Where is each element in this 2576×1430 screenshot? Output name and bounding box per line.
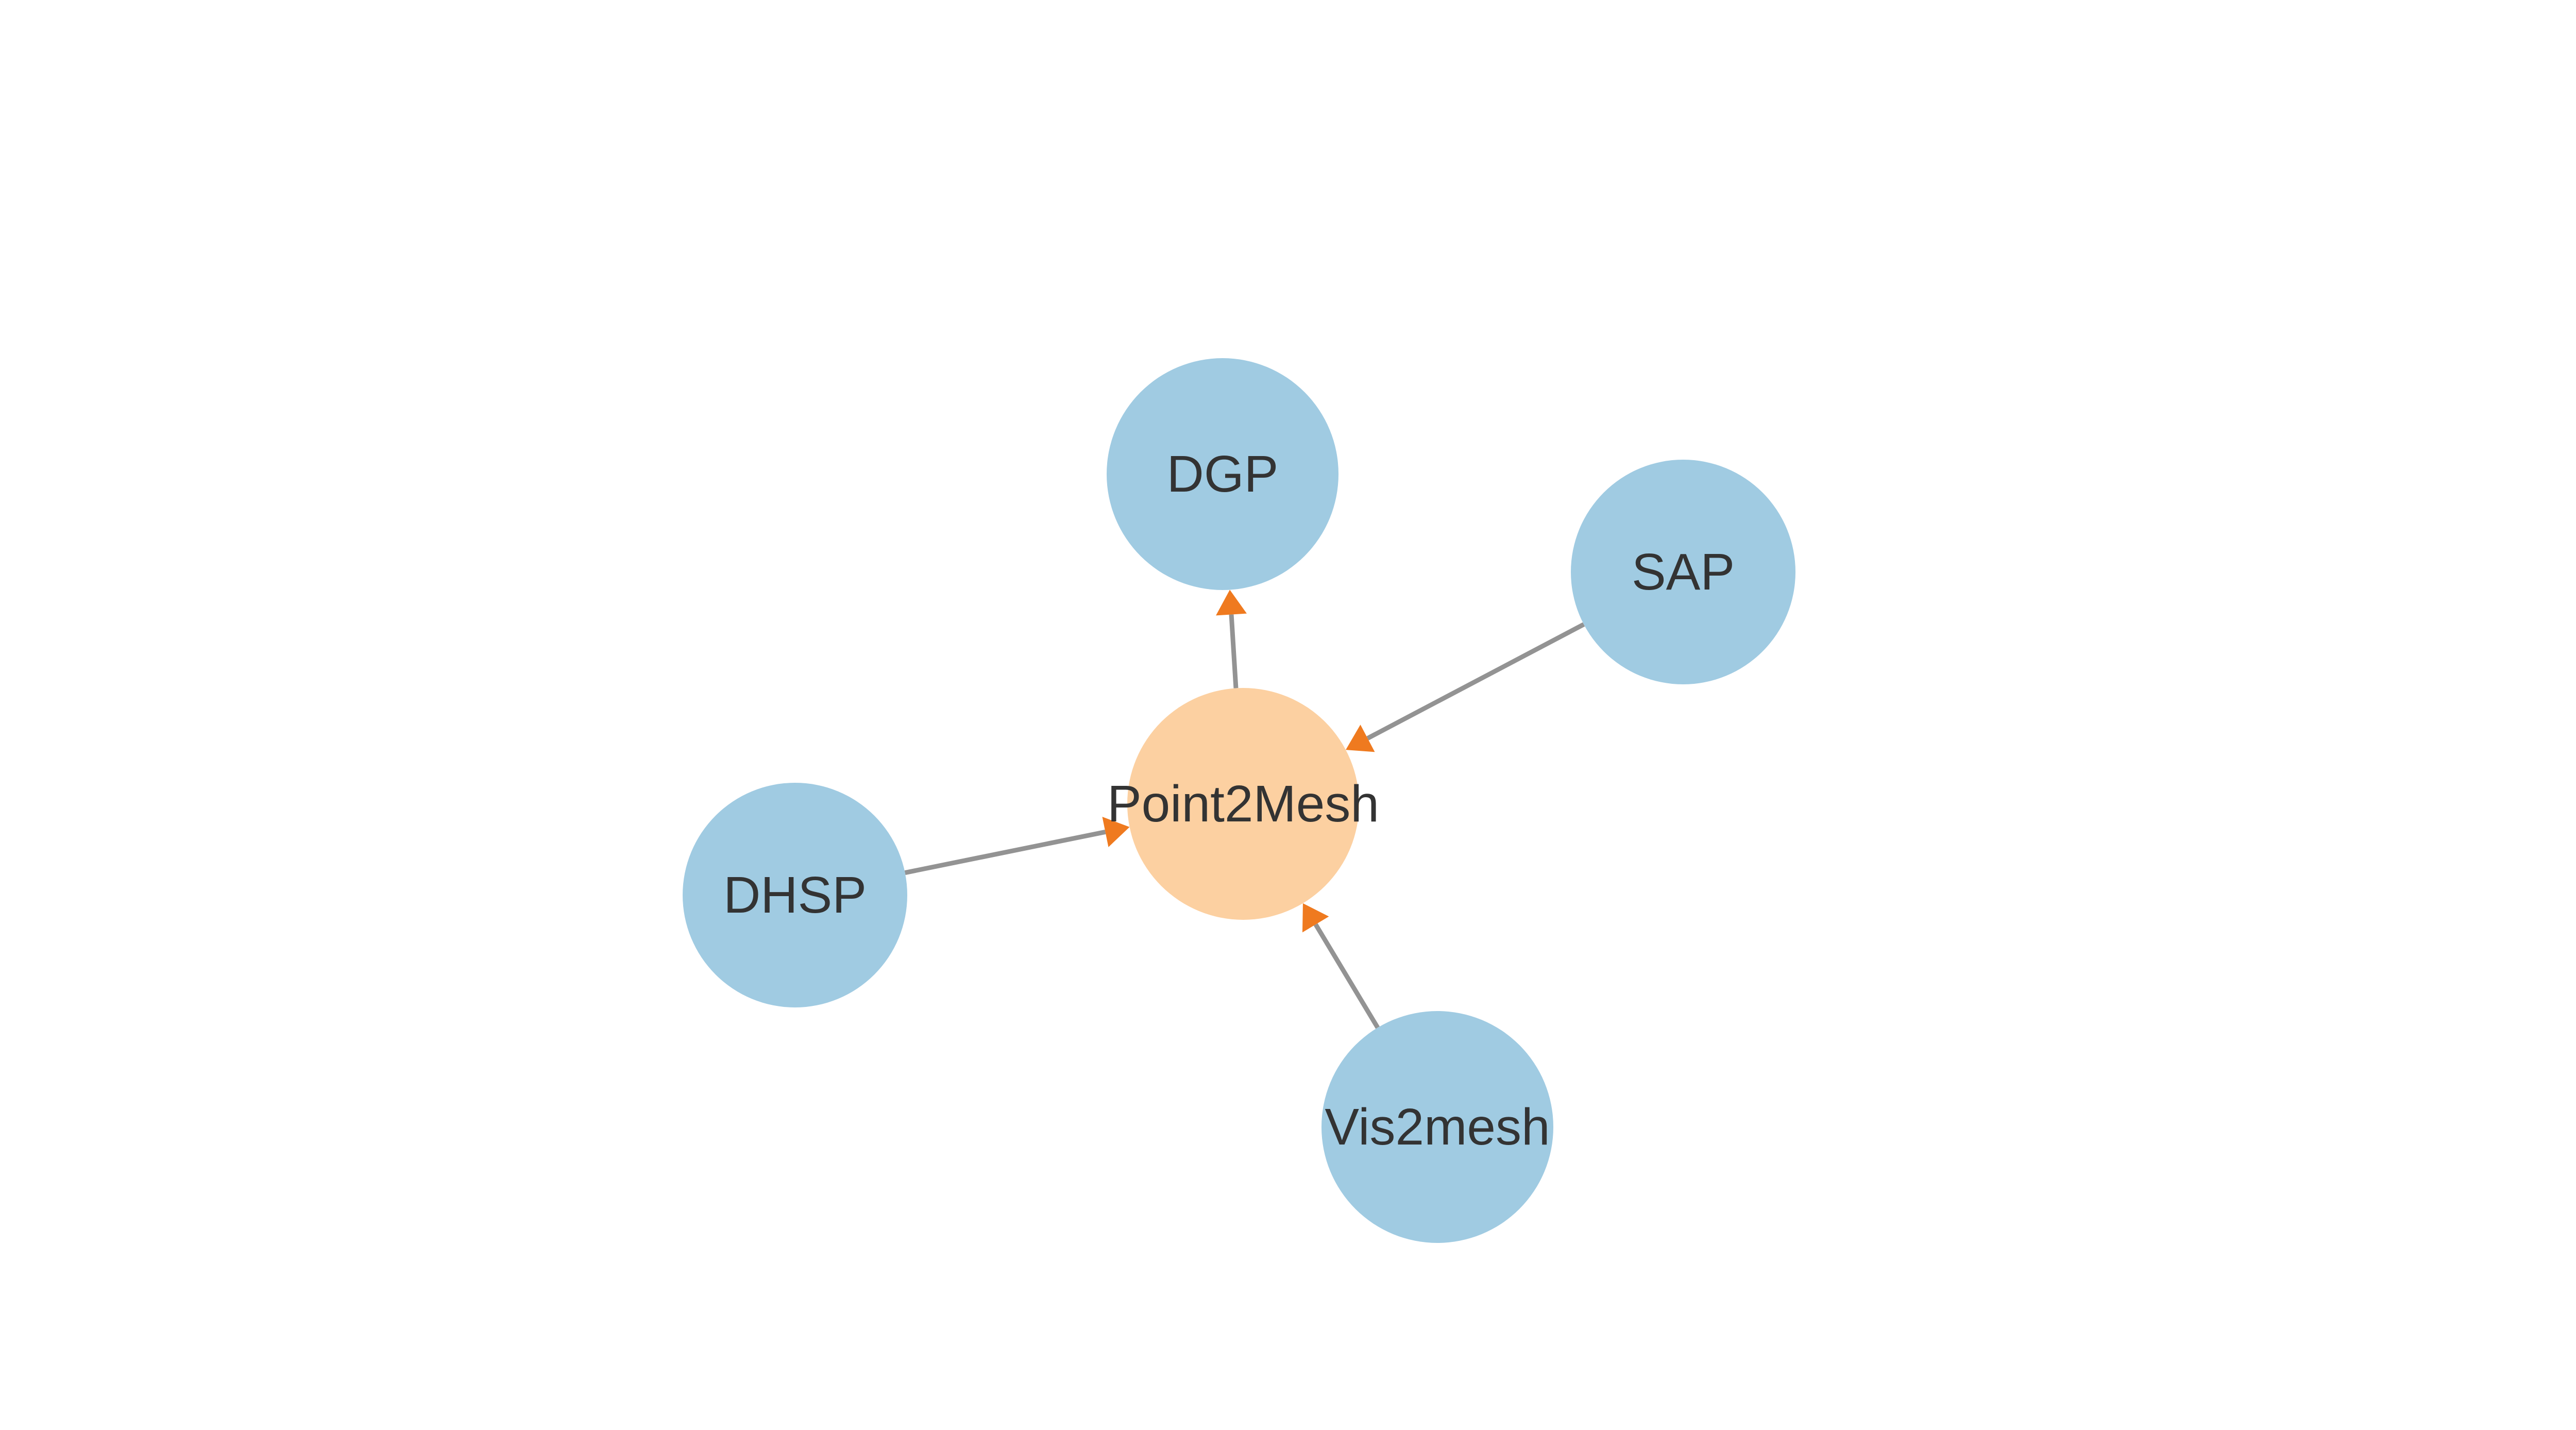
edge-line [1366,622,1585,741]
nodes-layer: DGP SAP Point2Mesh DHSP Vis2mesh [683,358,1795,1243]
edges-layer [904,590,1585,1029]
node-sap[interactable]: SAP [1571,460,1795,684]
node-label: DGP [1167,445,1279,503]
node-circle[interactable] [1571,460,1795,684]
arrowhead [1216,590,1247,616]
node-label: Point2Mesh [1107,775,1379,833]
edge-vis2mesh-to-point2mesh [1302,903,1380,1029]
node-vis2mesh[interactable]: Vis2mesh [1321,1011,1553,1243]
node-circle[interactable] [683,783,907,1007]
node-label: Vis2mesh [1325,1098,1550,1156]
arrowhead [1102,817,1130,847]
node-dhsp[interactable]: DHSP [683,783,907,1007]
node-dgp[interactable]: DGP [1107,358,1338,590]
edge-sap-to-point2mesh [1346,622,1585,752]
edge-line [1229,614,1239,688]
edge-line [904,830,1106,875]
node-circle[interactable] [1127,688,1359,920]
arrowhead [1346,725,1375,752]
node-circle[interactable] [1321,1011,1553,1243]
node-label: SAP [1632,543,1735,601]
node-label: DHSP [723,866,867,924]
node-circle[interactable] [1107,358,1338,590]
node-point2mesh[interactable]: Point2Mesh [1107,688,1379,920]
arrowhead [1302,903,1329,933]
edge-point2mesh-to-dgp [1216,590,1247,688]
edge-dhsp-to-point2mesh [904,817,1130,875]
edge-line [1313,923,1380,1029]
